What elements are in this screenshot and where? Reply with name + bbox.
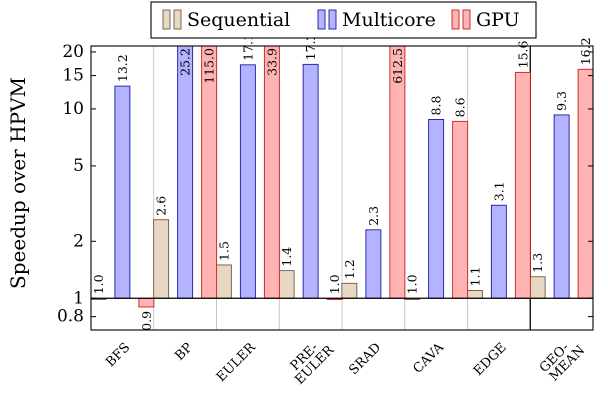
y-tick-label: 1 [73, 288, 84, 308]
bar-gpu [452, 120, 469, 299]
bar-sequential [215, 264, 232, 299]
bar-multicore [114, 85, 131, 299]
bar-multicore [365, 229, 382, 299]
legend-label-sequential: Sequential [187, 9, 290, 31]
bar-value-label: 1.1 [467, 267, 482, 287]
bar-value-label: 16.2 [578, 37, 593, 65]
bar-value-label: 15.6 [515, 40, 530, 68]
bar-value-label: 2.3 [366, 206, 381, 226]
bar-gpu [389, 46, 406, 299]
bar-value-label: 612.5 [390, 48, 405, 84]
bar-multicore [490, 204, 507, 299]
bar-sequential [153, 219, 170, 299]
legend-label-gpu: GPU [476, 9, 520, 31]
bar-multicore [239, 64, 256, 299]
bar-multicore [302, 63, 319, 299]
bar-value-label: 25.2 [178, 48, 193, 76]
bar-value-label: 17.1 [240, 33, 255, 61]
bar-gpu [577, 68, 593, 299]
x-category-label: GEO-MEAN [537, 334, 588, 385]
x-category-label: PRE-EULER [283, 333, 338, 388]
bar-value-label: 8.6 [453, 97, 468, 117]
x-category-label: BP [172, 340, 196, 364]
bar-value-label: 1.4 [279, 247, 294, 267]
bar-value-label: 1.2 [342, 259, 357, 279]
y-axis-label: Speedup over HPVM [6, 77, 30, 289]
legend-swatch-multicore [317, 9, 337, 30]
y-tick-label: 20 [62, 42, 84, 62]
y-tick-labels: 0.81 2 5 10 15 20 [57, 42, 84, 327]
x-category-label: CAVA [410, 340, 447, 377]
bar-value-label: 1.0 [327, 274, 342, 294]
legend-swatch-sequential [162, 9, 182, 30]
y-tick-label: 15 [62, 66, 84, 86]
bar-sequential [529, 276, 546, 299]
y-tick-label: 10 [62, 99, 84, 119]
x-category-label: EULER [214, 339, 260, 385]
x-category-labels: BFS BP EULER PRE-EULER SRAD CAVA EDGE GEO-MEAN [103, 333, 588, 388]
bar-value-label: 115.0 [202, 48, 217, 84]
bar-sequential [341, 282, 358, 299]
bar-gpu [514, 71, 531, 299]
bar-value-label: 1.0 [91, 274, 106, 294]
bar-gpu [201, 46, 218, 299]
bar-sequential [466, 289, 483, 299]
bar-value-label: 1.3 [530, 253, 545, 273]
bar-value-label: 13.2 [115, 54, 130, 82]
legend-box [150, 1, 537, 39]
bar-value-label: 1.5 [216, 241, 231, 261]
bar-value-labels: 1.02.61.5 1.41.21.0 1.11.313.2 25.217.1 17.2… [91, 33, 593, 331]
x-category-label: BFS [103, 340, 133, 370]
plot-frame [90, 45, 594, 331]
bar-value-label: 33.9 [264, 48, 279, 76]
legend-swatch-gpu [451, 9, 471, 30]
x-category-label: SRAD [346, 340, 384, 378]
bar-value-label: 0.9 [139, 311, 154, 331]
bar-value-label: 3.1 [491, 181, 506, 201]
bar-value-label: 2.6 [154, 196, 169, 216]
legend: Sequential Multicore GPU [150, 1, 537, 39]
y-tick-label: 0.8 [57, 307, 84, 327]
bar-value-label: 8.8 [429, 96, 444, 116]
bars [91, 46, 593, 308]
bar-sequential [278, 270, 295, 299]
y-tick-label: 5 [73, 156, 84, 176]
legend-label-multicore: Multicore [342, 9, 436, 31]
axes [90, 45, 594, 331]
x-category-label: EDGE [471, 340, 510, 379]
bar-value-label: 9.3 [554, 91, 569, 111]
bar-gpu [138, 297, 155, 308]
bar-value-label: 1.0 [405, 274, 420, 294]
y-tick-label: 2 [73, 231, 84, 251]
bar-multicore [428, 119, 445, 299]
bar-multicore [553, 114, 570, 299]
